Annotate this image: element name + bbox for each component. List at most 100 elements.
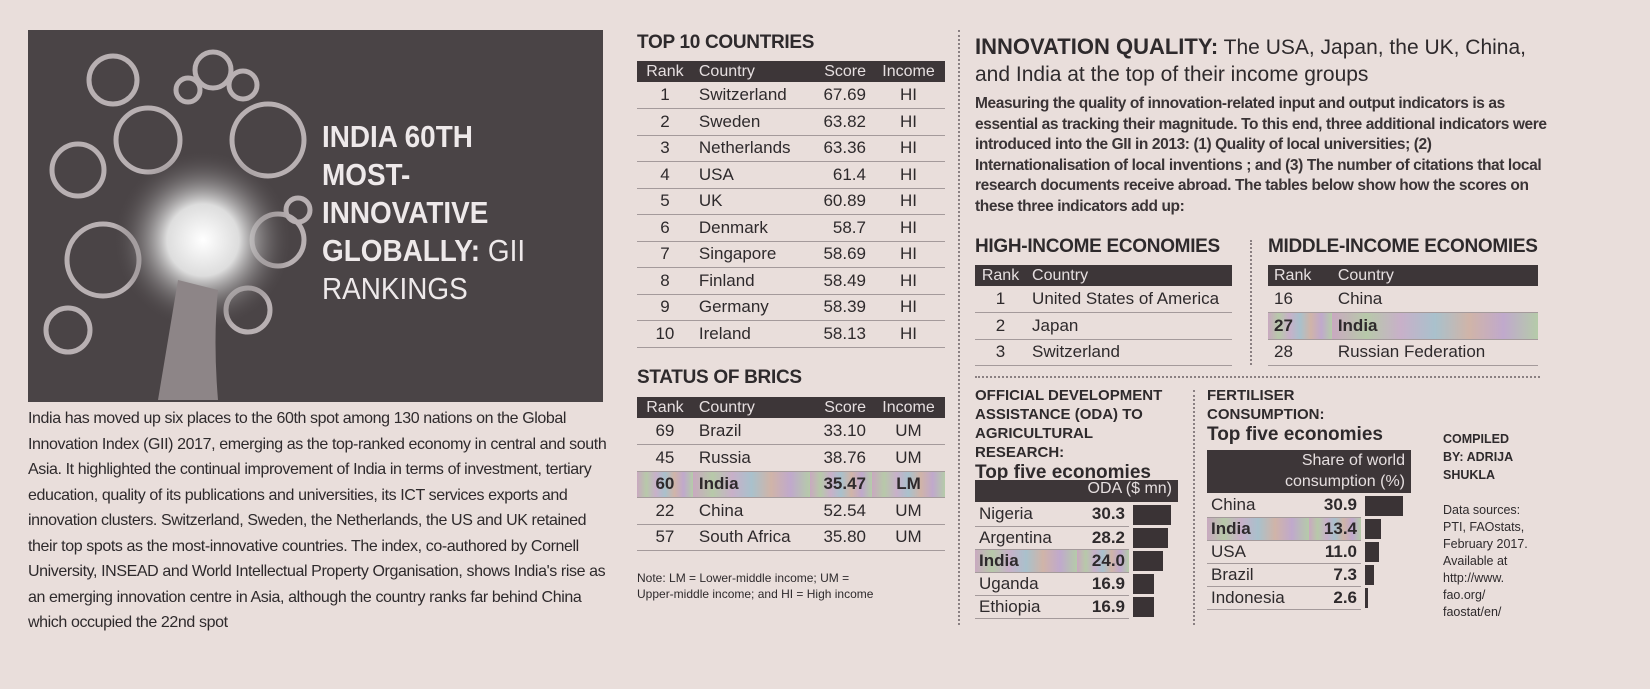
bar-row: Indonesia 2.6: [1207, 586, 1407, 610]
table-cell: HI: [871, 241, 945, 268]
quality-paragraph: Measuring the quality of innovation-rela…: [975, 95, 1547, 215]
column-header: Country: [692, 61, 811, 82]
bar-row: China 30.9: [1207, 494, 1407, 518]
brics-table: Rank Country Score Income 69 Brazil 33.10 UM 45 R…: [637, 397, 945, 551]
top10-title: TOP 10 COUNTRIES: [637, 32, 815, 53]
bar: [1133, 504, 1171, 525]
table-cell: 57: [637, 524, 693, 551]
table-row: 10 Ireland 58.13 HI: [637, 320, 945, 348]
table-cell: Switzerland: [1026, 339, 1232, 366]
table-row: 60 India 35.47 LM: [637, 471, 945, 498]
table-cell: 58.7: [810, 214, 872, 242]
country-label: India: [1207, 517, 1310, 541]
bar-row: India 13.4: [1207, 517, 1407, 541]
table-cell: 45: [637, 444, 693, 472]
table-cell: 22: [637, 497, 693, 525]
table-row: 3 Netherlands 63.36 HI: [637, 135, 945, 162]
table-cell: UM: [871, 524, 945, 551]
table-cell: 33.10: [810, 418, 872, 445]
table-cell: 28: [1268, 339, 1332, 366]
table-row: 45 Russia 38.76 UM: [637, 444, 945, 472]
divider: [1193, 390, 1195, 625]
table-cell: HI: [871, 161, 945, 189]
table-cell: UM: [871, 497, 945, 525]
bar-cell: [1361, 586, 1407, 609]
bar: [1133, 573, 1155, 594]
table-row: 16 China: [1268, 286, 1538, 313]
bar: [1365, 541, 1379, 562]
country-label: Indonesia: [1207, 586, 1310, 610]
bar: [1365, 587, 1369, 608]
bar-row: India 24.0: [975, 549, 1175, 573]
bar: [1133, 550, 1164, 571]
fert-header: Share of world consumption (%): [1207, 450, 1411, 493]
table-cell: HI: [871, 214, 945, 242]
table-cell: Russia: [692, 444, 811, 472]
value-label: 16.9: [1077, 595, 1129, 619]
table-cell: 60: [637, 471, 693, 498]
table-cell: 16: [1268, 286, 1332, 313]
table-row: 7 Singapore 58.69 HI: [637, 241, 945, 268]
table-cell: UM: [871, 444, 945, 472]
column-header: Rank: [1268, 265, 1332, 286]
table-row: 6 Denmark 58.7 HI: [637, 214, 945, 242]
table-cell: HI: [871, 294, 945, 321]
table-cell: 1: [637, 82, 693, 109]
table-cell: United States of America: [1026, 286, 1232, 313]
table-cell: Sweden: [692, 108, 811, 136]
oda-section: OFFICIAL DEVELOPMENT ASSISTANCE (ODA) TO…: [975, 386, 1185, 484]
column-header: Country: [1026, 265, 1232, 286]
table-cell: 35.47: [810, 471, 872, 498]
table-cell: 2: [975, 312, 1027, 340]
table-cell: 7: [637, 241, 693, 268]
table-cell: 27: [1268, 312, 1332, 340]
column-header: Rank: [975, 265, 1027, 286]
table-cell: 2: [637, 108, 693, 136]
table-cell: HI: [871, 320, 945, 348]
table-cell: 9: [637, 294, 693, 321]
bar: [1365, 495, 1403, 516]
table-row: 57 South Africa 35.80 UM: [637, 524, 945, 551]
table-cell: Singapore: [692, 241, 811, 268]
table-cell: HI: [871, 188, 945, 215]
table-row: 69 Brazil 33.10 UM: [637, 418, 945, 445]
divider: [975, 376, 1540, 378]
value-label: 16.9: [1077, 572, 1129, 596]
column-header: Rank: [637, 397, 693, 418]
fert-section: FERTILISER CONSUMPTION: Top five economi…: [1207, 386, 1427, 446]
table-header: Rank Country: [975, 265, 1232, 286]
data-sources: Data sources: PTI, FAOstats, February 20…: [1443, 503, 1528, 619]
table-cell: 58.39: [810, 294, 872, 321]
table-cell: UM: [871, 418, 945, 445]
table-row: 3 Switzerland: [975, 339, 1232, 366]
table-row: 9 Germany 58.39 HI: [637, 294, 945, 321]
bar-cell: [1129, 572, 1175, 595]
oda-header: ODA ($ mn): [975, 480, 1178, 502]
middle-income-table: Rank Country 16 China 27 India 28 Russian Feder…: [1268, 265, 1538, 366]
table-header: Rank Country Score Income: [637, 397, 945, 418]
bar-row: Ethiopia 16.9: [975, 595, 1175, 619]
table-cell: Switzerland: [692, 82, 811, 109]
quality-title-rest: The USA, Japan, the UK, China, and India…: [975, 36, 1526, 86]
column-header: Score: [810, 397, 872, 418]
table-cell: HI: [871, 82, 945, 109]
table-row: 1 United States of America: [975, 286, 1232, 313]
high-income-title: HIGH-INCOME ECONOMIES: [975, 236, 1220, 257]
bar-row: USA 11.0: [1207, 540, 1407, 564]
column-header: Country: [1331, 265, 1538, 286]
table-cell: 8: [637, 267, 693, 295]
table-cell: 4: [637, 161, 693, 189]
bar-cell: [1361, 563, 1407, 586]
fert-title: FERTILISER CONSUMPTION:: [1207, 387, 1325, 423]
table-cell: India: [1331, 312, 1538, 340]
table-cell: South Africa: [692, 524, 811, 551]
table-cell: 63.82: [810, 108, 872, 136]
column-header: Score: [810, 61, 872, 82]
bar-row: Nigeria 30.3: [975, 503, 1175, 527]
middle-income-title: MIDDLE-INCOME ECONOMIES: [1268, 236, 1538, 257]
title-line: GII: [487, 233, 526, 268]
column-header: Income: [871, 397, 945, 418]
table-cell: China: [692, 497, 811, 525]
table-cell: 10: [637, 320, 693, 348]
country-label: India: [975, 549, 1078, 573]
